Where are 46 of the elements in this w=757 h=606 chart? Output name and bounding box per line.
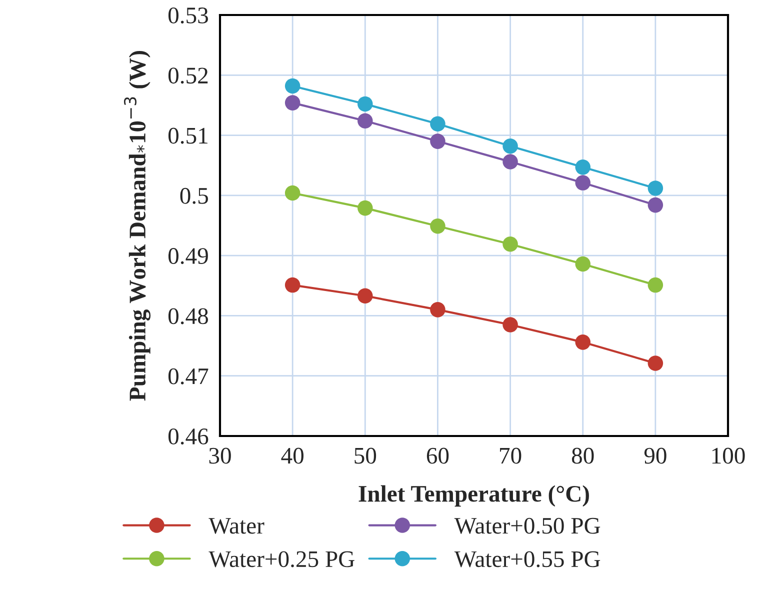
point [502, 317, 518, 332]
x-tick-label: 70 [500, 448, 522, 464]
x-tick-label: 50 [354, 448, 376, 464]
y-tick-label: 0.46 [168, 428, 208, 445]
point [575, 334, 590, 350]
legend-label: Water+0.25 PG [208, 551, 354, 568]
point [575, 160, 590, 175]
point [502, 138, 518, 154]
x-axis-title: Inlet Temperature (°C) [358, 485, 589, 507]
point [430, 218, 446, 234]
point [648, 180, 664, 196]
x-tick-label: 30 [209, 448, 231, 464]
y-tick-label: 0.49 [168, 248, 208, 264]
x-tick-label: 60 [426, 448, 449, 464]
x-tick-label: 40 [281, 448, 304, 464]
point [430, 302, 446, 318]
legend-label: Water+0.50 PG [454, 518, 600, 534]
point [648, 197, 664, 213]
point [502, 154, 518, 170]
point [358, 96, 373, 112]
point [284, 277, 300, 293]
point [575, 256, 590, 272]
y-tick-label: 0.47 [168, 368, 208, 384]
point [358, 288, 373, 304]
x-tick-label: 90 [644, 448, 666, 464]
y-tick-label: 0.5 [180, 188, 208, 204]
point [430, 116, 446, 132]
y-tick-label: 0.53 [168, 7, 208, 24]
point [358, 200, 373, 216]
y-tick-label: 0.48 [168, 308, 208, 324]
point [575, 175, 590, 190]
point [284, 185, 300, 201]
x-tick-label: 100 [712, 448, 745, 464]
point [502, 236, 518, 252]
x-tick-label: 80 [572, 448, 594, 464]
point [358, 113, 373, 128]
legend-label: Water+0.55 PG [454, 551, 600, 568]
point [648, 356, 664, 371]
legend-label: Water [208, 518, 264, 534]
point [284, 95, 300, 110]
point [648, 277, 664, 293]
y-tick-label: 0.51 [168, 128, 208, 144]
point [284, 78, 300, 94]
point [430, 134, 446, 149]
y-axis-title: Pumping Work Demand$_{*}$10$^{−3}$ (W) [124, 51, 151, 401]
y-tick-label: 0.52 [168, 68, 208, 84]
